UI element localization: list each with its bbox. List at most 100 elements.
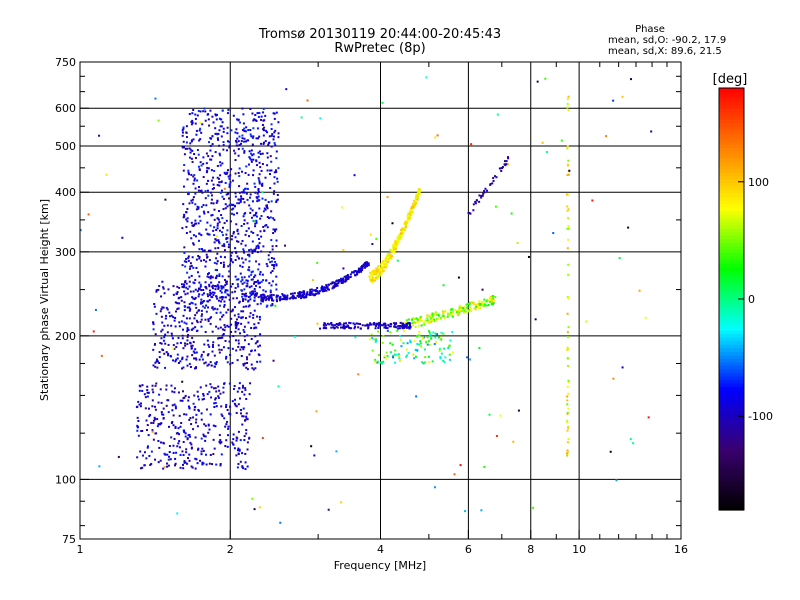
echo-point xyxy=(416,342,419,345)
echo-point xyxy=(162,467,165,470)
echo-point xyxy=(457,310,460,313)
echo-point xyxy=(245,295,248,298)
echo-point xyxy=(258,242,261,245)
echo-point xyxy=(238,382,241,385)
echo-point xyxy=(172,344,175,347)
echo-point xyxy=(207,320,210,323)
colorbar-segment xyxy=(719,256,744,261)
echo-point xyxy=(260,250,263,253)
echo-point xyxy=(155,290,158,293)
echo-point xyxy=(214,401,217,404)
echo-point xyxy=(197,189,200,192)
echo-point xyxy=(167,352,170,355)
colorbar-segment xyxy=(719,404,744,409)
colorbar-segment xyxy=(719,344,744,349)
x-axis-label: Frequency [MHz] xyxy=(334,559,426,572)
echo-point xyxy=(194,192,197,195)
echo-point xyxy=(238,387,241,390)
echo-point xyxy=(235,436,238,439)
echo-point xyxy=(165,306,168,309)
echo-point xyxy=(171,337,174,340)
colorbar-segment xyxy=(719,372,744,377)
echo-point xyxy=(406,342,409,345)
echo-point xyxy=(147,407,150,410)
echo-point xyxy=(487,303,490,306)
echo-point xyxy=(185,218,188,221)
echo-point xyxy=(162,306,165,309)
echo-point xyxy=(239,460,242,463)
echo-point xyxy=(231,308,234,311)
echo-point xyxy=(160,330,163,333)
colorbar-segment xyxy=(719,165,744,170)
echo-point xyxy=(405,322,408,325)
echo-point xyxy=(268,141,271,144)
echo-point xyxy=(273,176,276,179)
echo-point xyxy=(349,273,352,276)
echo-point xyxy=(200,355,203,358)
echo-point xyxy=(276,180,279,183)
echo-point xyxy=(290,296,293,299)
echo-point xyxy=(202,305,205,308)
echo-point xyxy=(219,439,222,442)
echo-point xyxy=(248,393,251,396)
echo-point xyxy=(252,135,255,138)
echo-point xyxy=(225,238,228,241)
echo-point xyxy=(165,351,168,354)
echo-point xyxy=(249,207,252,210)
echo-point xyxy=(152,419,155,422)
echo-point xyxy=(566,441,569,444)
echo-point xyxy=(426,343,429,346)
echo-point xyxy=(378,270,381,273)
echo-point xyxy=(222,127,225,130)
echo-point xyxy=(218,389,221,392)
echo-point xyxy=(211,306,214,309)
colorbar-segment xyxy=(719,130,744,135)
echo-point xyxy=(235,325,238,328)
echo-point xyxy=(303,293,306,296)
echo-point xyxy=(234,259,237,262)
echo-point xyxy=(380,267,383,270)
echo-point xyxy=(261,197,264,200)
echo-point xyxy=(466,306,469,309)
echo-point xyxy=(190,328,193,331)
echo-point xyxy=(404,326,407,329)
echo-point xyxy=(187,328,190,331)
echo-point xyxy=(268,135,271,138)
echo-point xyxy=(161,348,164,351)
echo-point xyxy=(223,249,226,252)
colorbar-segment xyxy=(719,235,744,240)
echo-point xyxy=(412,353,415,356)
echo-point xyxy=(403,330,406,333)
echo-point xyxy=(258,180,261,183)
echo-point xyxy=(411,317,414,320)
echo-point xyxy=(231,441,234,444)
echo-point xyxy=(201,302,204,305)
colorbar-segment xyxy=(719,499,744,504)
echo-point xyxy=(491,297,494,300)
echo-point xyxy=(215,262,218,265)
echo-point xyxy=(472,301,475,304)
echo-point xyxy=(253,220,256,223)
echo-point xyxy=(277,385,280,388)
echo-point xyxy=(195,413,198,416)
echo-point xyxy=(459,304,462,307)
echo-point xyxy=(302,290,305,293)
echo-point xyxy=(209,453,212,456)
echo-point xyxy=(393,245,396,248)
echo-point xyxy=(425,76,428,79)
echo-point xyxy=(284,244,287,247)
echo-point xyxy=(353,174,356,177)
echo-point xyxy=(383,354,386,357)
echo-point xyxy=(145,419,148,422)
echo-point xyxy=(213,405,216,408)
colorbar-segment xyxy=(719,186,744,191)
echo-point xyxy=(228,243,231,246)
echo-point xyxy=(249,152,252,155)
echo-point xyxy=(247,343,250,346)
echo-point xyxy=(198,232,201,235)
echo-point xyxy=(227,308,230,311)
echo-point xyxy=(290,292,293,295)
echo-point xyxy=(190,140,193,143)
echo-point xyxy=(185,257,188,260)
echo-point xyxy=(226,171,229,174)
